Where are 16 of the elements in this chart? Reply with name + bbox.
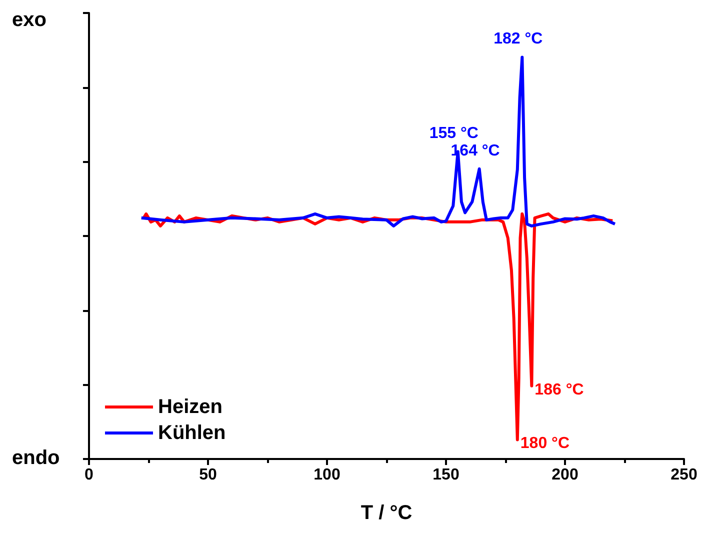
x-tick-label: 50: [199, 466, 217, 484]
x-axis-title: T / °C: [360, 502, 412, 524]
annotation: 180 °C: [520, 435, 570, 452]
legend-label: Kühlen: [158, 422, 226, 444]
annotation: 164 °C: [450, 142, 500, 160]
x-tick-label: 100: [314, 466, 340, 484]
annotation: 155 °C: [429, 125, 479, 142]
annotation: 182 °C: [494, 30, 544, 48]
x-tick-label: 0: [84, 466, 94, 484]
x-tick-label: 150: [432, 466, 460, 484]
text: exo: [12, 9, 46, 31]
text: endo: [12, 447, 60, 469]
annotation: 186 °C: [534, 381, 584, 398]
legend-label: Heizen: [158, 396, 222, 418]
x-tick-label: 250: [670, 466, 698, 484]
x-tick-label: 200: [552, 466, 578, 484]
